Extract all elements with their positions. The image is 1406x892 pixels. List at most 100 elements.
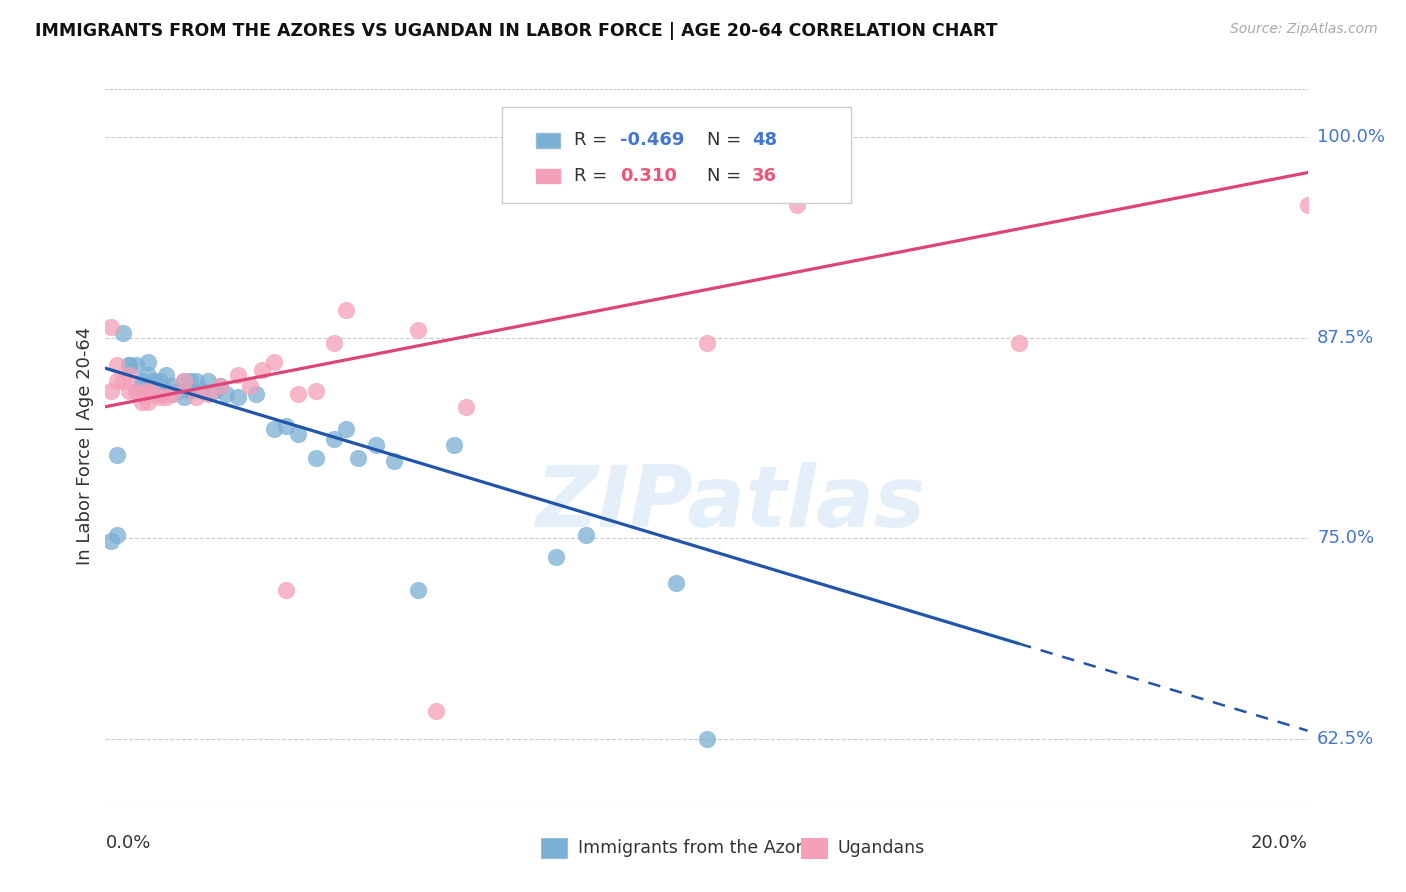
Point bbox=[454, 400, 477, 414]
Point bbox=[100, 534, 122, 549]
Point bbox=[136, 368, 159, 382]
Point bbox=[124, 384, 146, 398]
Point bbox=[160, 379, 183, 393]
Point bbox=[274, 582, 297, 597]
Point bbox=[173, 374, 195, 388]
Point bbox=[155, 384, 177, 398]
Point bbox=[107, 358, 129, 372]
Point bbox=[107, 528, 129, 542]
Point bbox=[202, 384, 225, 398]
Point bbox=[136, 355, 159, 369]
Point bbox=[179, 374, 201, 388]
Point bbox=[335, 422, 357, 436]
Point bbox=[287, 387, 309, 401]
Point bbox=[239, 379, 262, 393]
Text: N =: N = bbox=[707, 131, 747, 150]
Point bbox=[142, 374, 165, 388]
Point bbox=[136, 384, 159, 398]
Text: N =: N = bbox=[707, 167, 747, 185]
Point bbox=[179, 384, 201, 398]
Bar bbox=[536, 133, 560, 147]
Text: 36: 36 bbox=[752, 167, 778, 185]
FancyBboxPatch shape bbox=[502, 107, 851, 203]
Point bbox=[546, 550, 568, 565]
Point bbox=[173, 390, 195, 404]
Bar bbox=[536, 169, 560, 183]
Text: 0.0%: 0.0% bbox=[105, 834, 150, 852]
Text: 100.0%: 100.0% bbox=[1317, 128, 1385, 146]
Point bbox=[335, 303, 357, 318]
Text: R =: R = bbox=[574, 131, 613, 150]
Point bbox=[696, 335, 718, 350]
Point bbox=[148, 374, 170, 388]
Text: 75.0%: 75.0% bbox=[1317, 529, 1374, 547]
Point bbox=[160, 387, 183, 401]
Point bbox=[184, 374, 207, 388]
Point bbox=[322, 432, 344, 446]
Text: IMMIGRANTS FROM THE AZORES VS UGANDAN IN LABOR FORCE | AGE 20-64 CORRELATION CHA: IMMIGRANTS FROM THE AZORES VS UGANDAN IN… bbox=[35, 22, 998, 40]
Point bbox=[665, 576, 688, 591]
Point bbox=[197, 387, 219, 401]
Point bbox=[382, 454, 405, 468]
Point bbox=[124, 358, 146, 372]
Text: 62.5%: 62.5% bbox=[1317, 730, 1375, 747]
Text: Immigrants from the Azores: Immigrants from the Azores bbox=[578, 839, 823, 857]
Point bbox=[287, 427, 309, 442]
Point bbox=[786, 197, 808, 211]
Text: -0.469: -0.469 bbox=[620, 131, 685, 150]
Point bbox=[124, 384, 146, 398]
Text: 87.5%: 87.5% bbox=[1317, 329, 1375, 347]
Point bbox=[142, 384, 165, 398]
Point bbox=[118, 358, 141, 372]
Point bbox=[131, 379, 153, 393]
Point bbox=[406, 323, 429, 337]
Point bbox=[208, 379, 231, 393]
Point bbox=[197, 374, 219, 388]
Point bbox=[274, 419, 297, 434]
Point bbox=[160, 387, 183, 401]
Point bbox=[226, 390, 249, 404]
Point bbox=[142, 387, 165, 401]
Point bbox=[575, 528, 598, 542]
Point bbox=[443, 438, 465, 452]
Point bbox=[131, 387, 153, 401]
Point bbox=[112, 374, 135, 388]
Text: 48: 48 bbox=[752, 131, 778, 150]
Point bbox=[107, 448, 129, 462]
Point bbox=[425, 705, 447, 719]
Point bbox=[107, 374, 129, 388]
Point bbox=[155, 390, 177, 404]
Point bbox=[118, 384, 141, 398]
Point bbox=[305, 450, 328, 465]
Point bbox=[226, 368, 249, 382]
Point bbox=[118, 358, 141, 372]
Point bbox=[118, 368, 141, 382]
Text: Ugandans: Ugandans bbox=[838, 839, 925, 857]
Point bbox=[112, 326, 135, 340]
Point bbox=[166, 384, 188, 398]
Point bbox=[364, 438, 387, 452]
Y-axis label: In Labor Force | Age 20-64: In Labor Force | Age 20-64 bbox=[76, 326, 94, 566]
Text: 0.310: 0.310 bbox=[620, 167, 676, 185]
Point bbox=[184, 390, 207, 404]
Point bbox=[131, 395, 153, 409]
Point bbox=[250, 363, 273, 377]
Text: R =: R = bbox=[574, 167, 619, 185]
Point bbox=[263, 355, 285, 369]
Point bbox=[347, 450, 370, 465]
Point bbox=[696, 731, 718, 746]
Point bbox=[190, 384, 212, 398]
Point bbox=[322, 335, 344, 350]
Text: Source: ZipAtlas.com: Source: ZipAtlas.com bbox=[1230, 22, 1378, 37]
Point bbox=[305, 384, 328, 398]
Point bbox=[131, 374, 153, 388]
Point bbox=[208, 379, 231, 393]
Point bbox=[263, 422, 285, 436]
Point bbox=[155, 368, 177, 382]
Point bbox=[1008, 335, 1031, 350]
Point bbox=[173, 374, 195, 388]
Point bbox=[1296, 197, 1319, 211]
Point bbox=[148, 387, 170, 401]
Point bbox=[214, 387, 236, 401]
Point bbox=[148, 390, 170, 404]
